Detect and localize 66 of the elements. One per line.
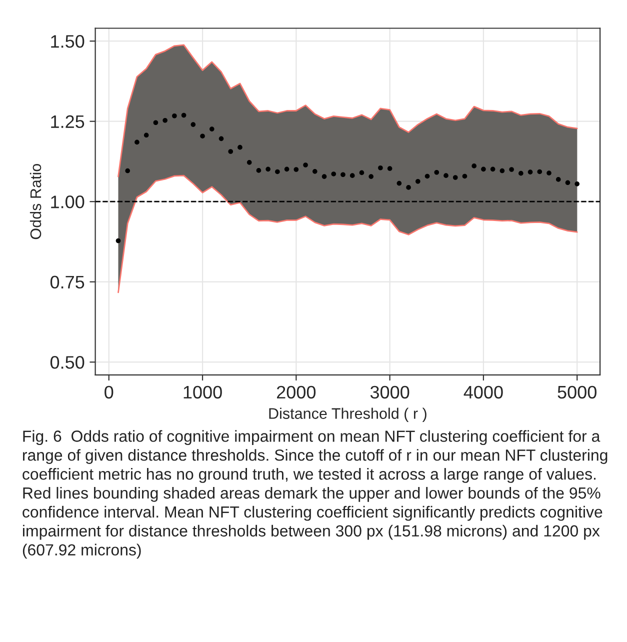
point xyxy=(228,149,234,154)
point xyxy=(556,177,561,182)
point xyxy=(434,170,440,175)
point xyxy=(256,168,262,173)
point xyxy=(181,112,186,118)
point xyxy=(444,173,448,178)
point xyxy=(424,174,430,179)
point xyxy=(537,169,542,174)
point xyxy=(368,174,374,179)
point xyxy=(340,172,346,178)
point xyxy=(153,120,158,126)
x-tick-label: 1000 xyxy=(184,386,222,399)
point xyxy=(116,238,121,244)
point xyxy=(490,166,496,172)
y-tick-label: 1.50 xyxy=(51,35,84,48)
point xyxy=(472,164,476,168)
point xyxy=(218,136,224,142)
point xyxy=(238,144,242,150)
point xyxy=(481,166,486,172)
point xyxy=(144,132,149,138)
point xyxy=(284,166,290,172)
point xyxy=(387,166,392,171)
point xyxy=(546,170,552,176)
y-tick-label: 0.50 xyxy=(50,356,84,369)
point xyxy=(275,169,280,174)
point xyxy=(294,167,299,172)
point xyxy=(350,173,355,178)
line-series xyxy=(118,174,578,294)
y-tick-label: 1.00 xyxy=(51,196,84,208)
x-tick-label: 3000 xyxy=(370,386,410,399)
point xyxy=(312,169,318,174)
x-tick-label: 5000 xyxy=(558,386,596,399)
point xyxy=(396,180,402,186)
point xyxy=(574,182,580,186)
point xyxy=(416,178,420,184)
point xyxy=(452,175,458,180)
point xyxy=(172,113,177,118)
x-axis-title: Distance Threshold ( r ) xyxy=(269,408,426,422)
point xyxy=(209,126,214,132)
point xyxy=(565,180,570,186)
point xyxy=(303,162,308,168)
point xyxy=(359,170,364,176)
point xyxy=(190,122,196,127)
point xyxy=(134,140,140,145)
y-tick-label: 0.75 xyxy=(50,276,84,289)
point xyxy=(266,166,270,172)
point xyxy=(200,134,205,139)
point xyxy=(500,168,505,174)
point xyxy=(331,172,336,176)
line-series xyxy=(118,44,578,178)
x-tick-label: 0 xyxy=(104,386,114,399)
caption: Fig. 6 Odds ratio of cognitive impairment on mean NFT clustering coefficient for a range of given distance thresholds. Since the cutoff of r in our mean NFT clustering coefficient metric has no ground truth, we tested it across a large range of values. Red lines bounding shaded areas demark the upper and lower bounds of the 95% confidence interval. Mean NFT clustering coefficient significantly predicts cognitive impairment for distance thresholds between 300 px (151.98 microns) and 1200 px (607.92 microns) xyxy=(22,430,608,559)
point xyxy=(509,167,514,172)
y-tick-label: 1.25 xyxy=(51,115,84,128)
point xyxy=(322,174,327,179)
point xyxy=(246,160,252,165)
point xyxy=(162,118,168,123)
point xyxy=(406,185,411,190)
x-tick-label: 2000 xyxy=(276,386,316,399)
x-tick-label: 4000 xyxy=(464,386,503,399)
point xyxy=(528,170,533,174)
point xyxy=(125,168,130,174)
point xyxy=(518,170,524,176)
point xyxy=(378,165,383,170)
y-axis-title: Odds Ratio xyxy=(30,164,42,240)
point xyxy=(462,174,468,179)
